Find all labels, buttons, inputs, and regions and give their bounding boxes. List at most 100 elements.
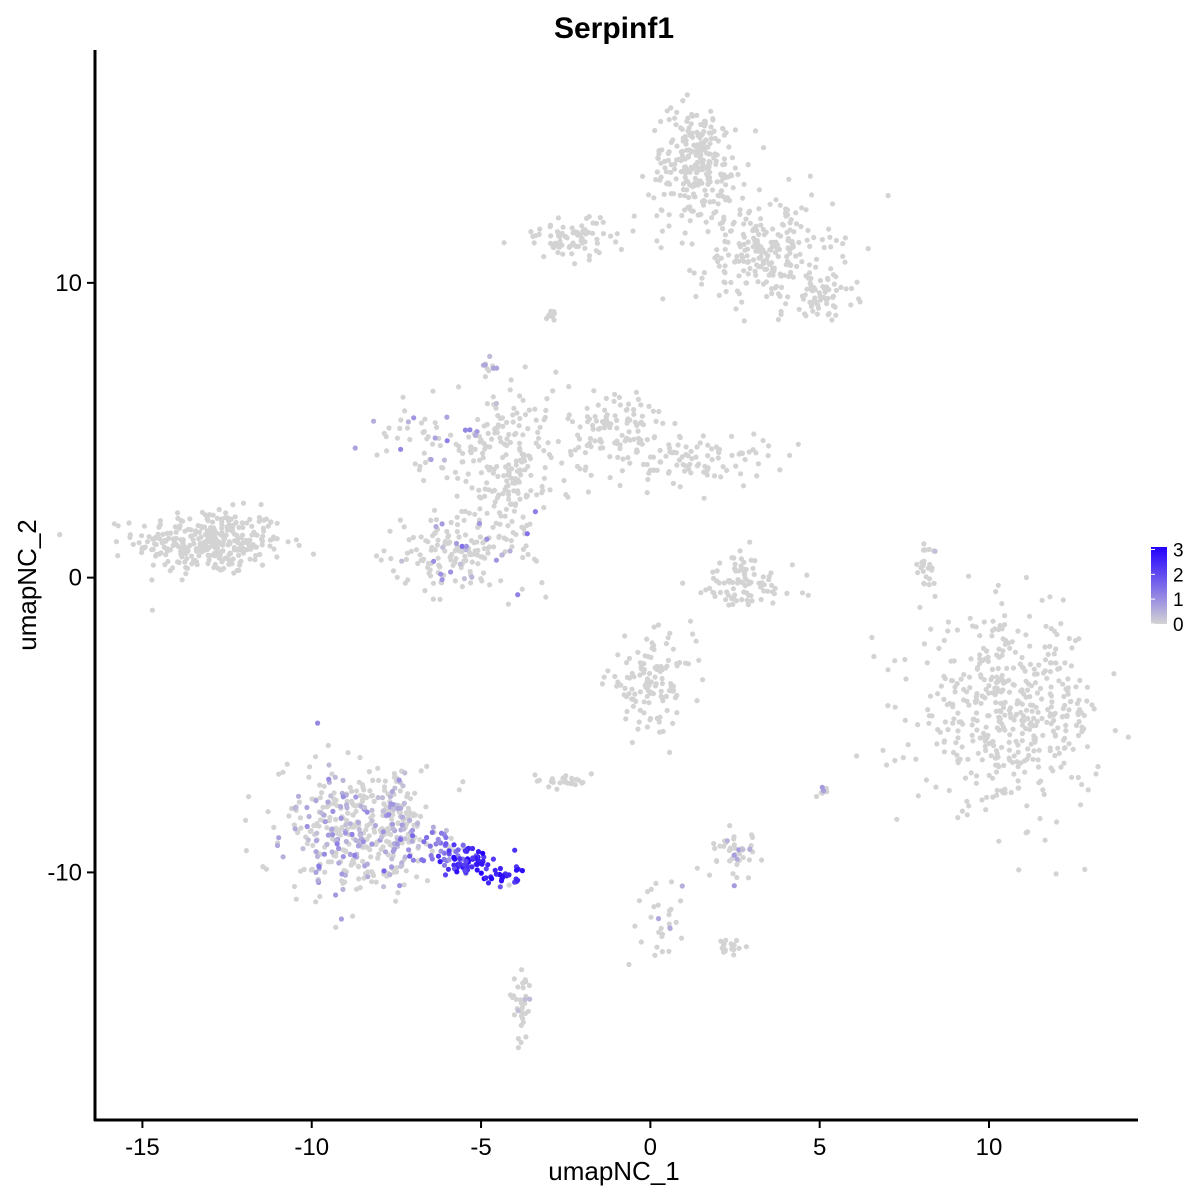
- data-point: [655, 622, 662, 628]
- data-point: [395, 890, 401, 896]
- data-point: [376, 777, 382, 784]
- data-point: [934, 741, 940, 747]
- data-point: [172, 524, 178, 530]
- data-point: [367, 788, 373, 794]
- data-point: [740, 580, 746, 586]
- data-point: [343, 822, 349, 828]
- data-point: [342, 847, 348, 853]
- data-point: [778, 233, 784, 239]
- data-point: [388, 831, 394, 838]
- data-point: [555, 215, 562, 221]
- data-point: [734, 253, 740, 259]
- data-point: [463, 478, 469, 484]
- data-point: [620, 456, 626, 462]
- data-point: [466, 510, 472, 516]
- data-point: [656, 408, 662, 415]
- data-point: [829, 201, 836, 207]
- data-point: [657, 668, 663, 675]
- data-point: [139, 549, 145, 556]
- data-point: [454, 522, 461, 528]
- data-point: [951, 716, 957, 722]
- data-point: [487, 582, 493, 588]
- data-point: [395, 805, 401, 812]
- data-point: [355, 819, 362, 826]
- data-point: [679, 212, 685, 219]
- data-point: [687, 218, 693, 224]
- data-point: [1023, 574, 1029, 581]
- data-point: [660, 420, 666, 426]
- data-point: [493, 557, 499, 563]
- data-point: [614, 425, 620, 431]
- data-point: [607, 475, 613, 481]
- data-point: [747, 846, 753, 852]
- data-point: [468, 580, 474, 586]
- data-point: [708, 124, 714, 130]
- data-point: [731, 834, 737, 840]
- data-point: [430, 441, 436, 447]
- data-point: [724, 838, 730, 844]
- data-point: [191, 541, 197, 547]
- data-point: [311, 823, 317, 829]
- data-point: [694, 698, 700, 704]
- data-point: [536, 231, 542, 237]
- data-point: [1060, 713, 1066, 720]
- data-point: [1016, 867, 1022, 873]
- data-point: [1040, 732, 1046, 739]
- data-point: [677, 484, 683, 490]
- data-point: [391, 869, 397, 875]
- data-point: [926, 720, 932, 726]
- data-point: [438, 830, 445, 836]
- data-point: [554, 229, 561, 235]
- data-point: [1048, 704, 1054, 710]
- data-point: [615, 454, 621, 460]
- data-point: [696, 461, 702, 467]
- data-point: [1030, 756, 1036, 762]
- data-point: [230, 502, 236, 508]
- data-point: [741, 318, 747, 324]
- data-point: [504, 436, 510, 442]
- data-point: [324, 825, 330, 831]
- data-point: [754, 473, 760, 479]
- data-point: [701, 118, 708, 124]
- data-point: [656, 719, 662, 725]
- data-point: [833, 274, 839, 280]
- data-point: [515, 984, 521, 990]
- data-point: [467, 551, 473, 558]
- data-point: [751, 431, 757, 437]
- data-point: [709, 446, 715, 452]
- data-point: [425, 564, 431, 571]
- data-point: [638, 437, 644, 443]
- data-point: [665, 657, 672, 664]
- data-point: [284, 761, 290, 767]
- data-point: [250, 542, 256, 548]
- data-point: [237, 559, 243, 565]
- data-point: [424, 878, 431, 884]
- data-point: [378, 846, 384, 852]
- data-point: [443, 841, 449, 847]
- data-point: [550, 388, 556, 394]
- data-point: [651, 904, 657, 910]
- data-point: [220, 548, 226, 554]
- data-point: [743, 944, 750, 950]
- data-point: [726, 579, 733, 585]
- data-point: [989, 633, 995, 639]
- data-point: [961, 686, 967, 693]
- data-point: [676, 457, 683, 463]
- data-point: [730, 185, 736, 191]
- data-point: [512, 476, 518, 482]
- data-point: [808, 286, 814, 292]
- data-point: [115, 523, 121, 529]
- data-point: [958, 719, 964, 725]
- data-point: [434, 424, 440, 430]
- data-point: [397, 836, 404, 843]
- data-point: [1019, 701, 1025, 707]
- data-point: [1019, 738, 1025, 744]
- data-point: [1043, 623, 1049, 629]
- data-point: [961, 672, 967, 678]
- data-point: [594, 240, 601, 246]
- data-point: [1049, 699, 1055, 705]
- data-point: [506, 431, 512, 438]
- data-point: [507, 548, 513, 554]
- data-point: [276, 835, 282, 841]
- data-point: [751, 235, 757, 241]
